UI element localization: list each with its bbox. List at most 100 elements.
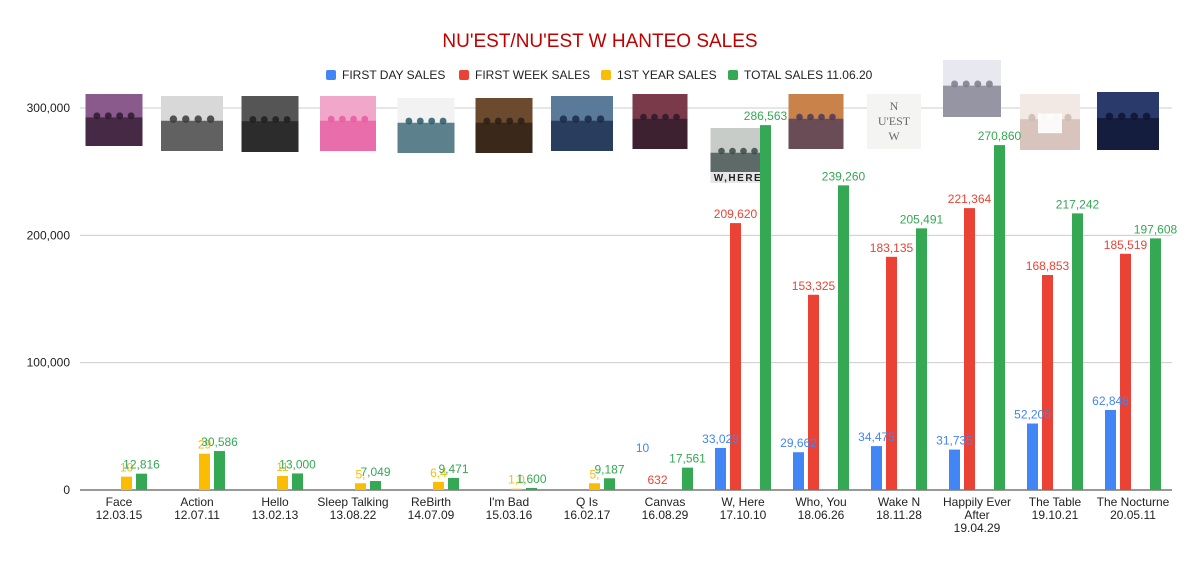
x-tick-line: Action — [180, 495, 213, 509]
cover-shade — [161, 120, 223, 151]
im-bad-cover-icon — [475, 98, 533, 153]
bar — [121, 476, 132, 490]
x-tick-line: Happily Ever — [943, 495, 1011, 509]
legend-entry: FIRST WEEK SALES — [459, 68, 590, 82]
legend: FIRST DAY SALES FIRST WEEK SALES 1ST YEAR … — [326, 68, 873, 82]
hello-cover-icon — [241, 96, 299, 152]
cover-figure — [740, 147, 747, 155]
cover-figure — [272, 116, 280, 123]
cover-figure — [127, 112, 135, 120]
cover-figure — [1130, 112, 1138, 121]
cover-figure — [751, 147, 758, 155]
bar — [199, 453, 210, 490]
x-tick-label: Canvas 16.08.29 — [642, 495, 689, 522]
cover-shade — [788, 118, 844, 149]
cover-figure — [182, 115, 190, 123]
cover-background — [867, 94, 921, 149]
cover-figure — [572, 115, 580, 123]
x-tick-line: Q Is — [576, 495, 598, 509]
x-tick-label: Action 12.07.11 — [174, 495, 220, 522]
bar — [1072, 213, 1083, 490]
cover-shade — [397, 122, 455, 153]
bars — [121, 125, 1161, 491]
cover-figure — [194, 115, 202, 123]
canvas-cover-icon — [632, 94, 688, 149]
bar — [1027, 423, 1038, 490]
cover-text: U'EST — [878, 114, 911, 128]
cover-figure — [584, 115, 592, 123]
cover-shade — [1097, 118, 1159, 150]
x-tick-line: The Nocturne — [1097, 495, 1170, 509]
cover-house — [1038, 113, 1062, 134]
bar — [292, 473, 303, 490]
data-label: 197,608 — [1134, 222, 1178, 236]
cover-shade — [551, 120, 613, 151]
x-tick-label: Who, You 18.06.26 — [795, 495, 846, 522]
cover-figure — [796, 113, 803, 121]
cover-shade — [632, 118, 688, 149]
happily-ever-after-cover-icon — [943, 60, 1001, 117]
cover-figure — [361, 115, 369, 123]
cover-figure — [974, 80, 982, 88]
legend-label: FIRST DAY SALES — [342, 68, 445, 82]
data-label: 209,620 — [714, 207, 758, 221]
data-label: 153,325 — [792, 279, 836, 293]
cover-figure — [249, 116, 257, 123]
data-label: 34,475 — [858, 430, 895, 444]
x-tick-line: Face — [106, 495, 133, 509]
cover-shade — [320, 120, 376, 151]
cover-text: W,HERE — [714, 173, 762, 184]
x-tick-line: Canvas — [645, 495, 686, 509]
bar — [589, 483, 600, 490]
chart-title: NU'EST/NU'EST W HANTEO SALES — [442, 31, 757, 52]
cover-figure — [962, 80, 970, 88]
cover-figure — [405, 117, 413, 125]
data-label: 7,049 — [360, 465, 390, 479]
bar — [604, 478, 615, 490]
who-you-cover-icon — [788, 94, 844, 149]
cover-figure — [517, 117, 525, 125]
rebirth-cover-icon — [397, 98, 455, 153]
data-label: 62,848 — [1092, 394, 1129, 408]
bar — [277, 475, 288, 490]
cover-figure — [206, 115, 215, 123]
cover-figure — [506, 117, 514, 125]
data-label: 1,600 — [516, 472, 546, 486]
data-label: 221,364 — [948, 192, 992, 206]
data-label: 183,135 — [870, 241, 914, 255]
x-tick-line: 19.04.29 — [954, 521, 1001, 535]
cover-figure — [640, 113, 647, 121]
x-tick-line: 16.08.29 — [642, 508, 689, 522]
x-tick-line: After — [964, 508, 989, 522]
cover-figure — [428, 117, 436, 125]
bar — [433, 481, 444, 490]
x-axis: Face 12.03.15 Action 12.07.11 Hello 13.02.13 S… — [96, 495, 1170, 535]
gridlines — [80, 107, 1172, 491]
cover-figure — [169, 115, 178, 123]
y-tick-label: 200,000 — [27, 228, 71, 242]
data-label: 17,561 — [669, 452, 706, 466]
x-tick-label: The Table 19.10.21 — [1029, 495, 1082, 522]
cover-figure — [559, 115, 568, 123]
bar — [370, 481, 381, 490]
bar — [715, 447, 726, 490]
data-label: 239,260 — [822, 169, 866, 183]
bar — [511, 488, 522, 490]
cover-figure — [327, 115, 335, 123]
data-label: 5, — [355, 467, 365, 481]
data-label: 33,029 — [702, 432, 739, 446]
data-label: 205,491 — [900, 212, 944, 226]
the-table-cover-icon — [1020, 94, 1080, 150]
x-tick-label: Q Is 16.02.17 — [564, 495, 611, 522]
cover-figure — [93, 112, 101, 120]
x-tick-line: Hello — [261, 495, 289, 509]
bar — [871, 446, 882, 490]
cover-figure — [985, 80, 993, 88]
cover-figure — [350, 115, 357, 123]
y-tick-label: 0 — [63, 483, 70, 497]
bar — [886, 256, 897, 490]
bar — [949, 449, 960, 490]
bar — [838, 185, 849, 490]
bar — [808, 294, 819, 490]
